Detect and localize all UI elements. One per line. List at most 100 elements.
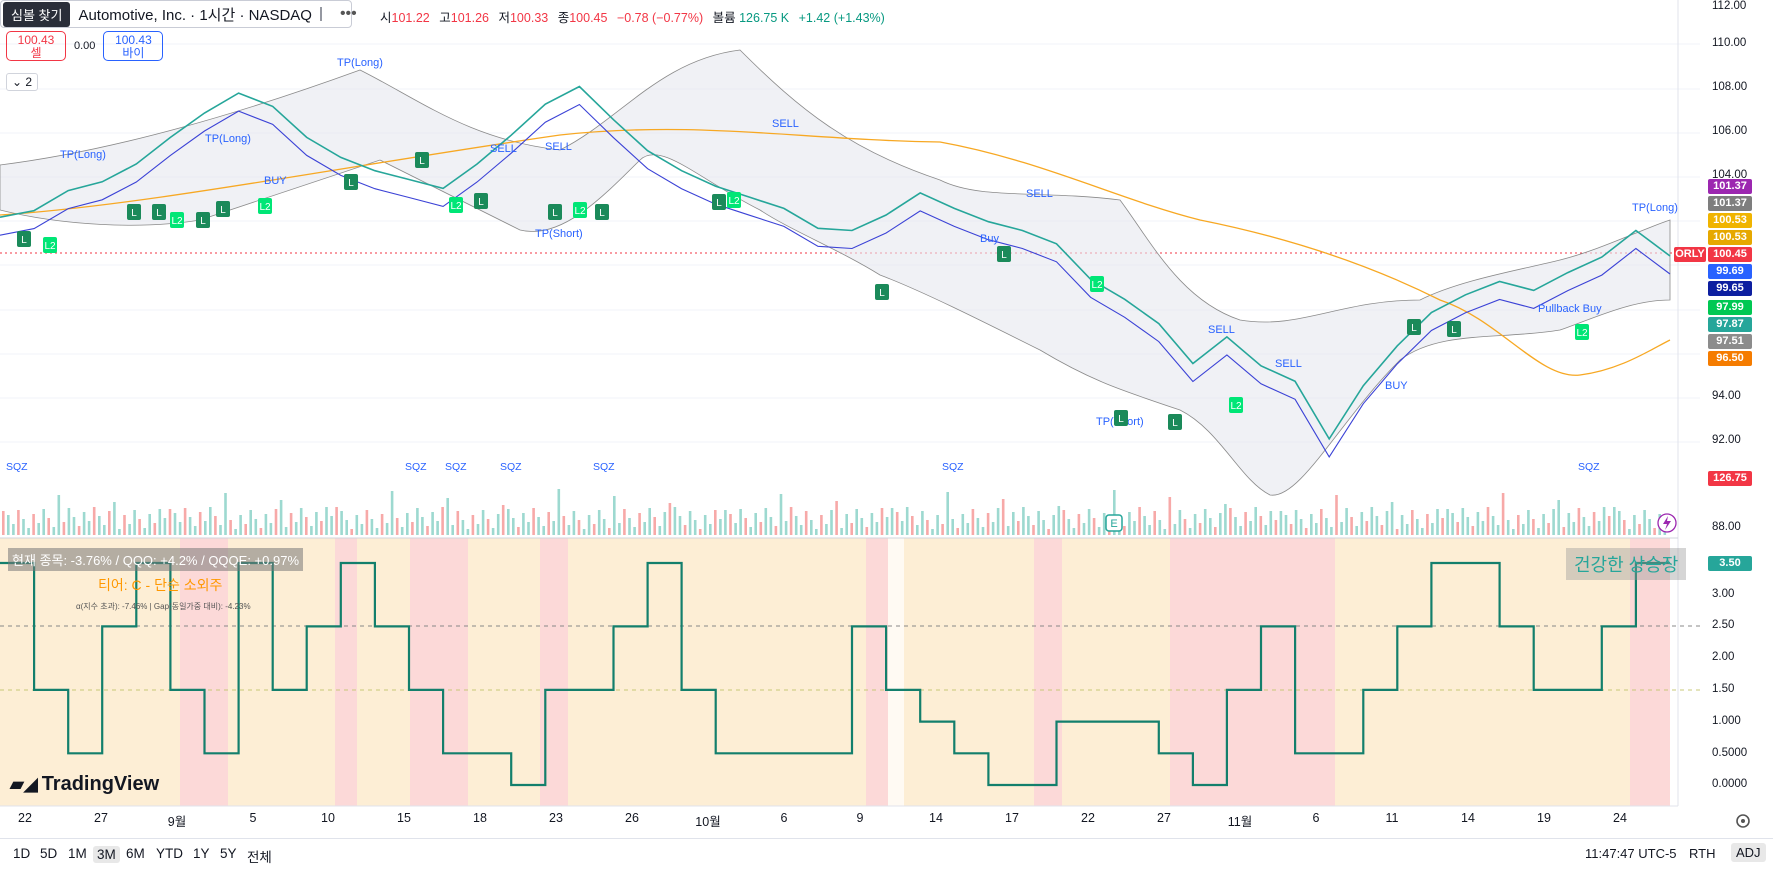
timeframe-1y[interactable]: 1Y (193, 846, 210, 861)
open-value: 101.22 (391, 11, 430, 25)
ohlc-legend: 시101.22 고101.26 저100.33 종100.45 −0.78 (−… (380, 7, 891, 26)
sell-label: SELL (772, 118, 799, 130)
volume-bar (830, 510, 833, 535)
volume-bar (1542, 514, 1545, 535)
volume-bar (956, 528, 959, 535)
sell-label: SELL (1208, 324, 1235, 336)
svg-text:E: E (1110, 518, 1117, 530)
ema-long (0, 128, 1671, 376)
volume-bar (678, 516, 682, 535)
timeframe-1m[interactable]: 1M (68, 846, 87, 861)
volume-bar (552, 521, 555, 535)
sell-button[interactable]: 100.43 셀 (6, 31, 66, 61)
buy-label: BUY (264, 175, 287, 187)
osc-info-alpha: α(지수 초과): -7.46% | Gap(동일가중 대비): -4.23% (76, 602, 251, 611)
adj-toggle[interactable]: ADJ (1731, 843, 1766, 862)
volume-bar (274, 509, 278, 535)
volume-bar (1097, 527, 1101, 535)
volume-bar (370, 519, 374, 535)
time-tick: 10월 (695, 815, 721, 829)
time-tick: 22 (1081, 811, 1095, 825)
volume-bar (411, 522, 414, 535)
volume-bar (103, 525, 106, 535)
rth-toggle[interactable]: RTH (1689, 846, 1716, 861)
volume-bar (1158, 520, 1162, 535)
tp-long-label: TP(Long) (337, 57, 383, 69)
volume-bar (27, 528, 30, 535)
indicators-collapse-button[interactable]: ⌄ 2 (6, 73, 39, 91)
volume-bar (1001, 499, 1005, 535)
volume-bar (1289, 524, 1293, 535)
sell-label: SELL (1026, 188, 1053, 200)
volume-bar (1365, 521, 1369, 535)
l-marker: L (1447, 321, 1461, 337)
sell-label: SELL (490, 143, 517, 155)
price-label: 100.53 (1708, 230, 1752, 245)
volume-bar (98, 516, 101, 535)
volume-bar (1618, 511, 1621, 535)
volume-bar (1633, 515, 1636, 535)
l-marker: L2 (727, 192, 741, 208)
volume-bar (1512, 529, 1515, 535)
volume-bar (820, 515, 823, 535)
volume-bar (17, 510, 20, 535)
more-icon[interactable]: ••• (339, 5, 357, 22)
bottom-toolbar (0, 838, 1773, 874)
volume-bar (1552, 509, 1555, 535)
volume-bar (946, 492, 949, 535)
svg-text:L2: L2 (450, 201, 462, 212)
tradingview-logo[interactable]: ▰◢ TradingView (10, 773, 159, 796)
earnings-marker[interactable]: E (1105, 514, 1123, 532)
volume-bar (976, 518, 980, 535)
osc-info-tier: 티어: C - 단순 소외주 (98, 577, 223, 593)
l-marker: L2 (258, 198, 272, 214)
volume-label: 볼륨 (712, 11, 736, 25)
trade-panel: 100.43 셀 0.00 100.43 바이 (6, 31, 164, 61)
volume-bar (1400, 515, 1404, 535)
symbol-search-button[interactable]: 심볼 찾기 (3, 1, 71, 27)
clock-readout[interactable]: 11:47:47 UTC-5 (1585, 846, 1677, 861)
time-tick: 18 (473, 811, 487, 825)
volume-bar (1486, 507, 1490, 535)
volume-bar (471, 515, 475, 535)
lightning-icon[interactable] (1657, 513, 1677, 533)
timeframe-all[interactable]: 전체 (247, 850, 272, 865)
symbol-title[interactable]: Automotive, Inc. · 1시간 · NASDAQ (78, 6, 312, 24)
svg-text:L: L (1451, 325, 1457, 336)
symbol-bar[interactable]: 심볼 찾기 Automotive, Inc. · 1시간 · NASDAQ ••… (0, 0, 357, 28)
settings-gear-icon[interactable] (1736, 814, 1750, 828)
volume-bar (1143, 516, 1146, 535)
l-marker: L (548, 204, 562, 220)
svg-text:L2: L2 (574, 206, 586, 217)
svg-text:SQZ: SQZ (1578, 461, 1600, 473)
volume-bar (37, 523, 40, 535)
timeframe-5d[interactable]: 5D (40, 846, 58, 861)
volume-bar (214, 516, 217, 535)
timeframe-5y[interactable]: 5Y (220, 846, 237, 861)
timeframe-ytd[interactable]: YTD (156, 846, 183, 861)
timeframe-6m[interactable]: 6M (126, 846, 145, 861)
trend-line (0, 103, 1671, 458)
sell-label: 셀 (30, 46, 42, 60)
volume-bar (582, 529, 586, 535)
volume-bar (698, 529, 702, 535)
buy-button[interactable]: 100.43 바이 (103, 31, 164, 61)
timeframe-3m[interactable]: 3M (93, 846, 120, 863)
volume-bar (673, 507, 677, 535)
volume-bar (1461, 508, 1465, 535)
volume-bar (481, 510, 485, 535)
volume-bar (1315, 523, 1318, 535)
flag-icon[interactable] (319, 7, 322, 21)
volume-bar (653, 517, 656, 535)
svg-text:L2: L2 (1091, 280, 1103, 291)
time-tick: 27 (1157, 811, 1171, 825)
volume-bar (719, 519, 722, 535)
l-marker: L2 (449, 197, 463, 213)
oscillator-info: 현재 종목: -3.76% / QQQ: +4.2% / QQQE: +0.97… (8, 548, 304, 612)
volume-bar (289, 513, 293, 535)
timeframe-1d[interactable]: 1D (13, 846, 31, 861)
volume-bar (1082, 523, 1086, 535)
volume-bar (900, 521, 904, 535)
volume-bar (890, 508, 894, 535)
